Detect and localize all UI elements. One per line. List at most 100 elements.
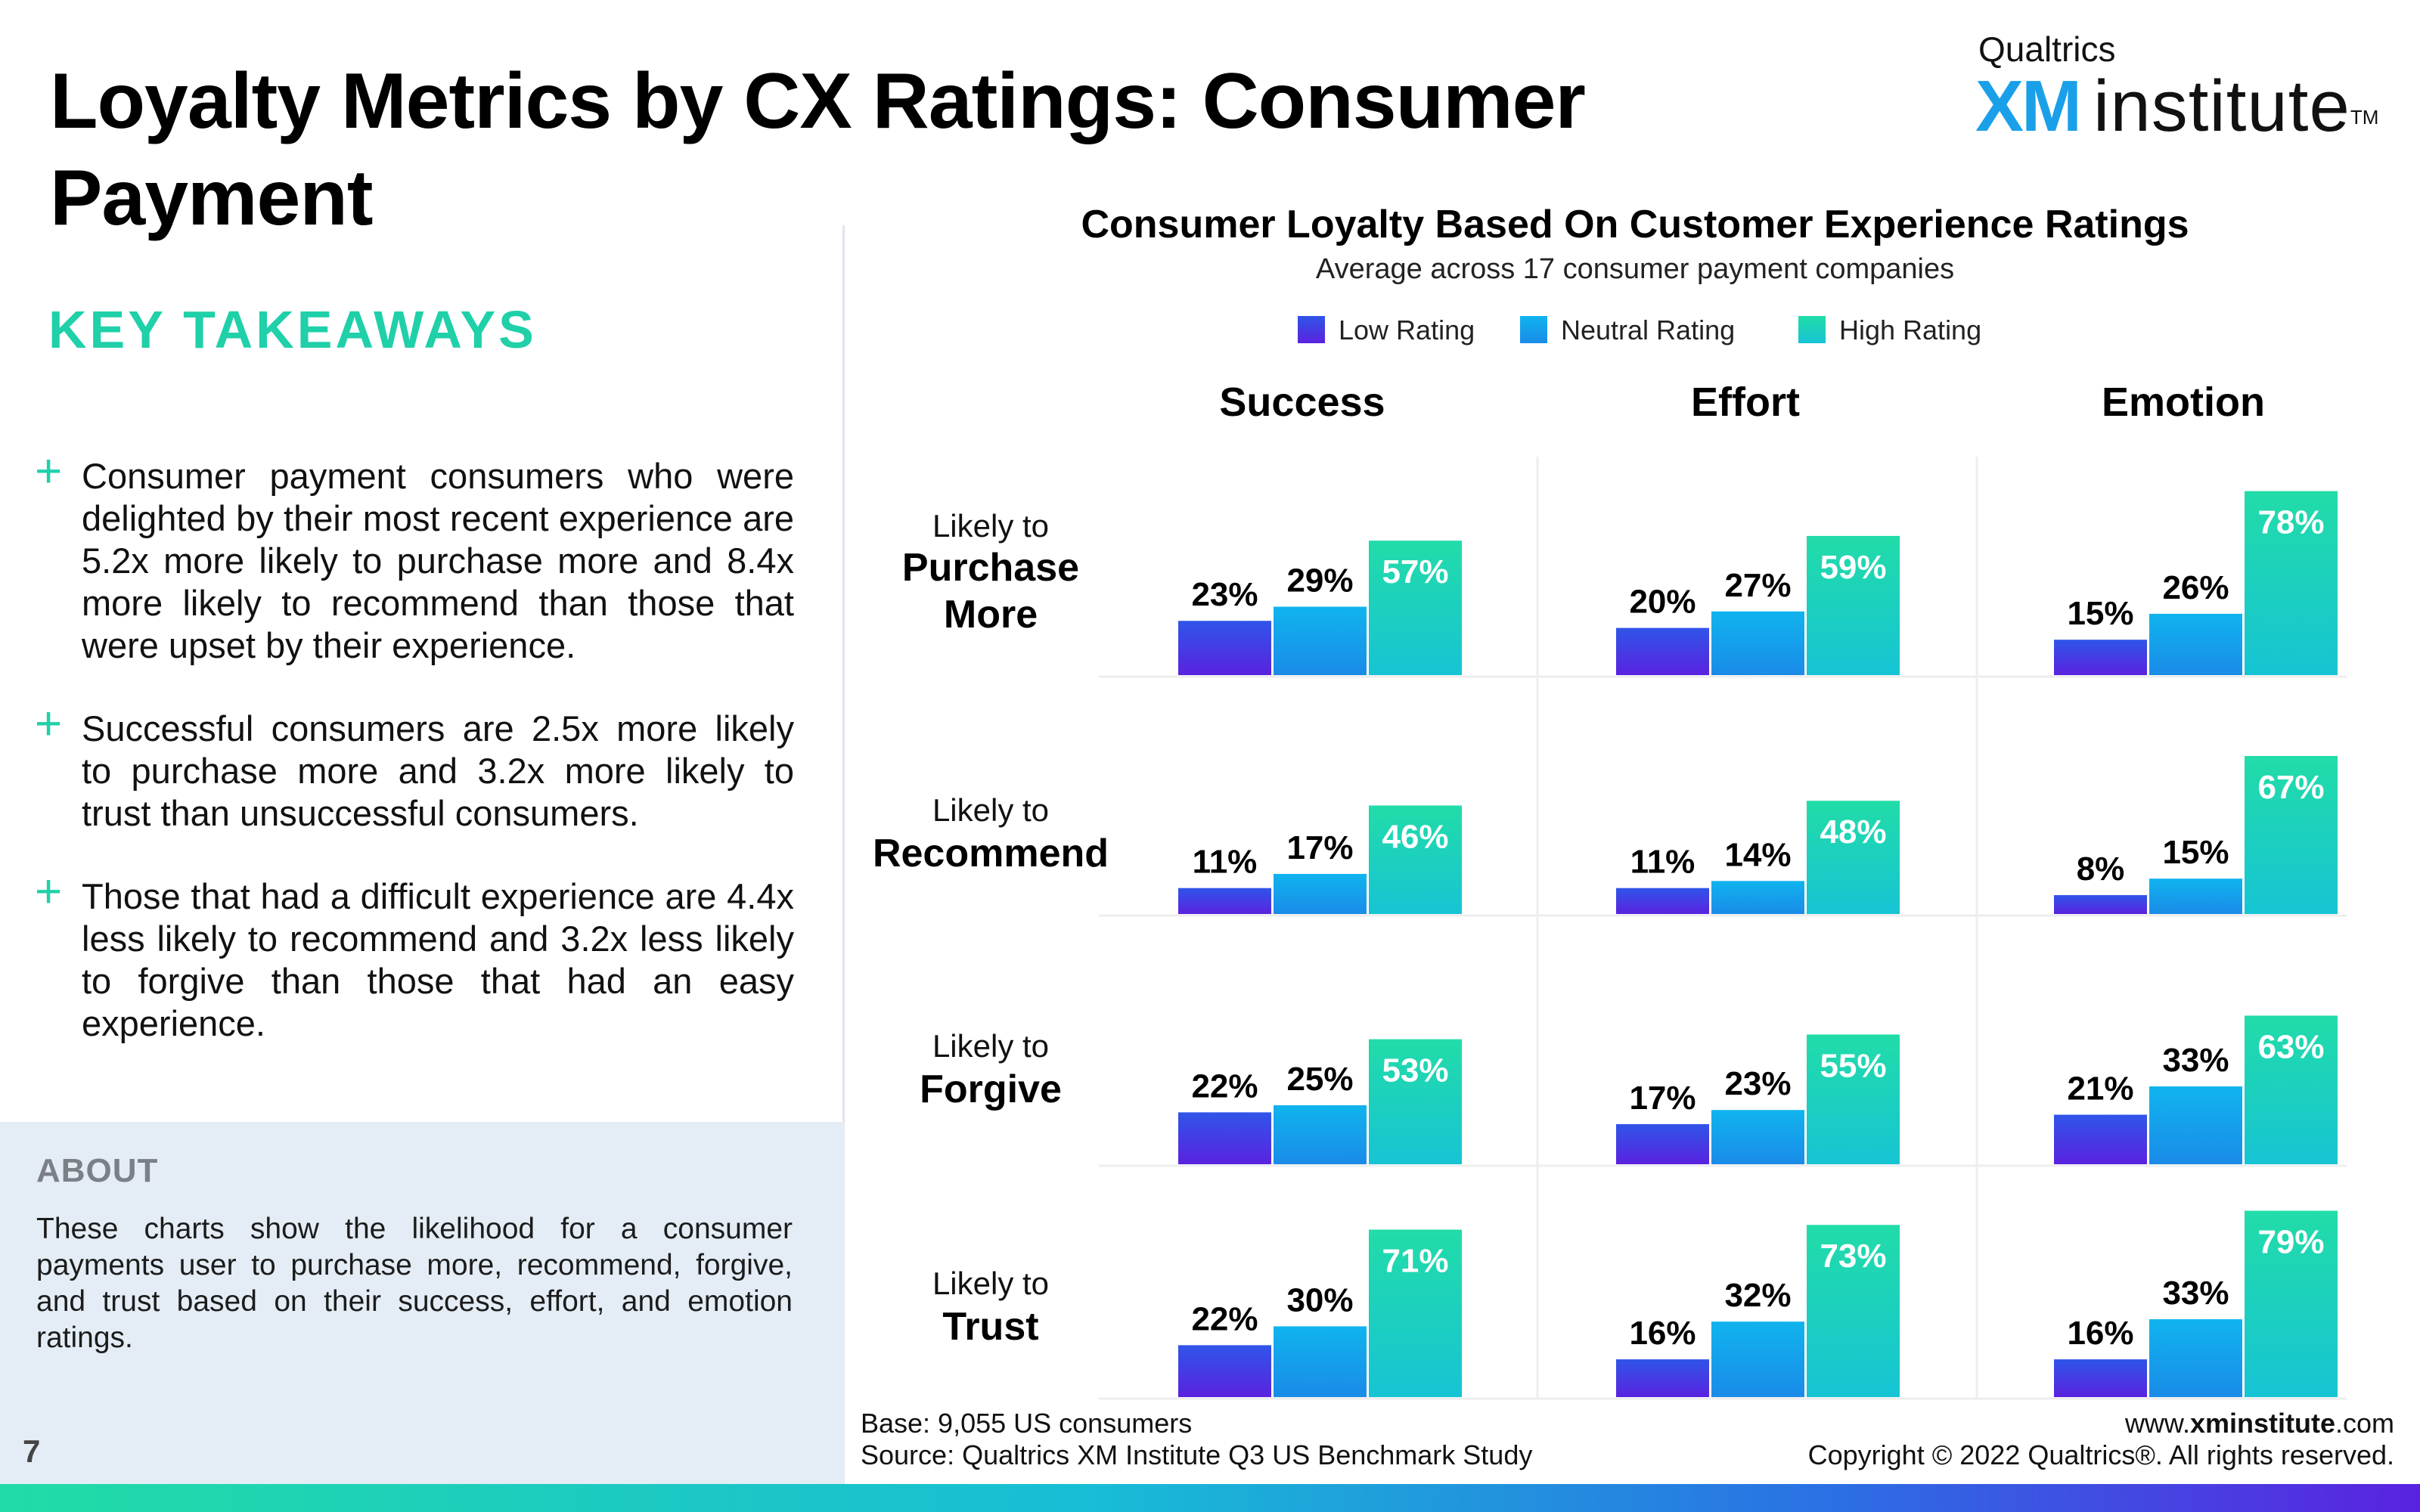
bar-1-2-0 bbox=[2054, 895, 2147, 914]
data-label-0-2-1: 26% bbox=[2162, 569, 2229, 606]
bar-1-0-2 bbox=[1369, 805, 1462, 914]
bar-3-0-1 bbox=[1274, 1326, 1367, 1397]
page-number: 7 bbox=[23, 1433, 41, 1469]
bar-3-2-1 bbox=[2149, 1319, 2242, 1397]
row-prefix-1: Likely to bbox=[932, 792, 1049, 828]
data-label-3-1-0: 16% bbox=[1629, 1315, 1696, 1352]
plus-icon: + bbox=[35, 445, 63, 497]
bar-3-0-2 bbox=[1369, 1229, 1462, 1397]
bar-1-1-1 bbox=[1711, 881, 1804, 914]
brand-logo: XM instituteTM bbox=[1975, 65, 2378, 148]
data-label-1-1-0: 11% bbox=[1630, 844, 1696, 881]
page-title: Loyalty Metrics by CX Ratings: Consumer … bbox=[50, 57, 1586, 242]
footer-copyright: Copyright © 2022 Qualtrics®. All rights … bbox=[1807, 1439, 2394, 1470]
data-label-3-1-1: 32% bbox=[1724, 1277, 1791, 1314]
bar-0-0-0 bbox=[1178, 621, 1271, 675]
bar-0-2-2 bbox=[2245, 491, 2338, 675]
bar-2-0-1 bbox=[1274, 1105, 1367, 1164]
legend-swatch-0 bbox=[1298, 316, 1325, 343]
bar-2-0-0 bbox=[1178, 1112, 1271, 1164]
row-label-3: Trust bbox=[942, 1305, 1038, 1349]
footer-copyright-block: www.xminstitute.com Copyright © 2022 Qua… bbox=[1808, 1408, 2394, 1471]
brand-xm: XM bbox=[1975, 66, 2082, 147]
brand-qualtrics: Qualtrics bbox=[1978, 29, 2116, 69]
row-prefix-3: Likely to bbox=[932, 1266, 1049, 1301]
data-label-2-2-2: 63% bbox=[2257, 1028, 2324, 1065]
legend-label-1: Neutral Rating bbox=[1561, 314, 1735, 345]
legend-label-0: Low Rating bbox=[1339, 314, 1475, 345]
column-header-success: Success bbox=[1219, 380, 1385, 425]
data-label-1-2-2: 67% bbox=[2257, 769, 2324, 806]
data-label-0-1-0: 20% bbox=[1629, 584, 1696, 621]
row-label-1: Recommend bbox=[873, 832, 1109, 875]
row-prefix-0: Likely to bbox=[932, 508, 1049, 544]
bar-1-0-0 bbox=[1178, 888, 1271, 914]
data-label-2-0-2: 53% bbox=[1382, 1052, 1448, 1089]
data-label-3-2-1: 33% bbox=[2162, 1275, 2229, 1312]
bar-3-1-1 bbox=[1711, 1321, 1804, 1397]
data-label-0-2-2: 78% bbox=[2257, 504, 2324, 541]
row-label-0: More bbox=[944, 593, 1038, 637]
data-label-1-0-1: 17% bbox=[1286, 829, 1353, 866]
data-label-2-0-1: 25% bbox=[1286, 1061, 1353, 1098]
bar-2-1-2 bbox=[1807, 1034, 1900, 1164]
data-label-2-2-1: 33% bbox=[2162, 1042, 2229, 1079]
bar-0-2-1 bbox=[2149, 613, 2242, 675]
plus-icon: + bbox=[35, 698, 63, 750]
legend-swatch-1 bbox=[1520, 316, 1547, 343]
data-label-3-0-2: 71% bbox=[1382, 1242, 1448, 1279]
brand-trademark: TM bbox=[2350, 106, 2379, 129]
data-label-0-1-2: 59% bbox=[1820, 549, 1886, 586]
row-label-2: Forgive bbox=[920, 1067, 1062, 1111]
bottom-gradient-bar bbox=[0, 1484, 2420, 1512]
bar-1-2-1 bbox=[2149, 878, 2242, 914]
data-label-2-1-0: 17% bbox=[1629, 1080, 1696, 1117]
takeaway-3: Those that had a difficult experience ar… bbox=[82, 876, 794, 1043]
bar-2-1-1 bbox=[1711, 1110, 1804, 1164]
data-label-0-0-1: 29% bbox=[1286, 562, 1353, 600]
bar-1-1-0 bbox=[1616, 888, 1709, 914]
bar-2-2-2 bbox=[2245, 1015, 2338, 1164]
footer-source-block: Base: 9,055 US consumers Source: Qualtri… bbox=[861, 1408, 1532, 1471]
data-label-1-0-2: 46% bbox=[1382, 818, 1448, 855]
bar-2-1-0 bbox=[1616, 1123, 1709, 1164]
data-label-0-0-0: 23% bbox=[1191, 576, 1258, 613]
column-header-emotion: Emotion bbox=[2102, 380, 2265, 425]
chart-subtitle: Average across 17 consumer payment compa… bbox=[1316, 253, 1954, 285]
data-label-3-1-2: 73% bbox=[1820, 1238, 1886, 1275]
takeaway-1: Consumer payment consumers who were deli… bbox=[82, 456, 794, 665]
bar-0-1-1 bbox=[1711, 611, 1804, 675]
bar-2-2-1 bbox=[2149, 1086, 2242, 1164]
about-text: These charts show the likelihood for a c… bbox=[36, 1213, 793, 1354]
about-title: ABOUT bbox=[36, 1152, 159, 1189]
data-label-0-1-1: 27% bbox=[1724, 567, 1791, 604]
bar-0-0-2 bbox=[1369, 541, 1462, 675]
bar-1-0-1 bbox=[1274, 873, 1367, 914]
bar-1-1-2 bbox=[1807, 801, 1900, 914]
bar-0-0-1 bbox=[1274, 606, 1367, 675]
chart-title: Consumer Loyalty Based On Customer Exper… bbox=[1081, 203, 2189, 246]
bar-3-1-0 bbox=[1616, 1359, 1709, 1397]
bar-3-1-2 bbox=[1807, 1225, 1900, 1397]
bar-3-2-2 bbox=[2245, 1210, 2338, 1397]
data-label-0-0-2: 57% bbox=[1382, 553, 1448, 590]
takeaway-2: Successful consumers are 2.5x more likel… bbox=[82, 708, 794, 833]
about-panel bbox=[0, 1122, 844, 1485]
bar-3-0-0 bbox=[1178, 1345, 1271, 1397]
bar-2-2-0 bbox=[2054, 1114, 2147, 1164]
data-label-1-1-1: 14% bbox=[1724, 836, 1791, 873]
data-label-1-2-0: 8% bbox=[2077, 850, 2125, 888]
data-label-3-0-1: 30% bbox=[1286, 1281, 1353, 1318]
key-takeaways-heading: KEY TAKEAWAYS bbox=[48, 300, 537, 359]
legend-swatch-2 bbox=[1798, 316, 1826, 343]
data-label-1-2-1: 15% bbox=[2162, 834, 2229, 871]
bar-0-1-2 bbox=[1807, 535, 1900, 675]
vertical-divider bbox=[842, 225, 845, 1484]
bar-1-2-2 bbox=[2245, 755, 2338, 914]
brand-institute: institute bbox=[2093, 66, 2350, 147]
bar-3-2-0 bbox=[2054, 1359, 2147, 1397]
data-label-0-2-0: 15% bbox=[2067, 595, 2133, 632]
row-prefix-2: Likely to bbox=[932, 1028, 1049, 1064]
footer-url[interactable]: www.xminstitute.com bbox=[2124, 1408, 2394, 1439]
